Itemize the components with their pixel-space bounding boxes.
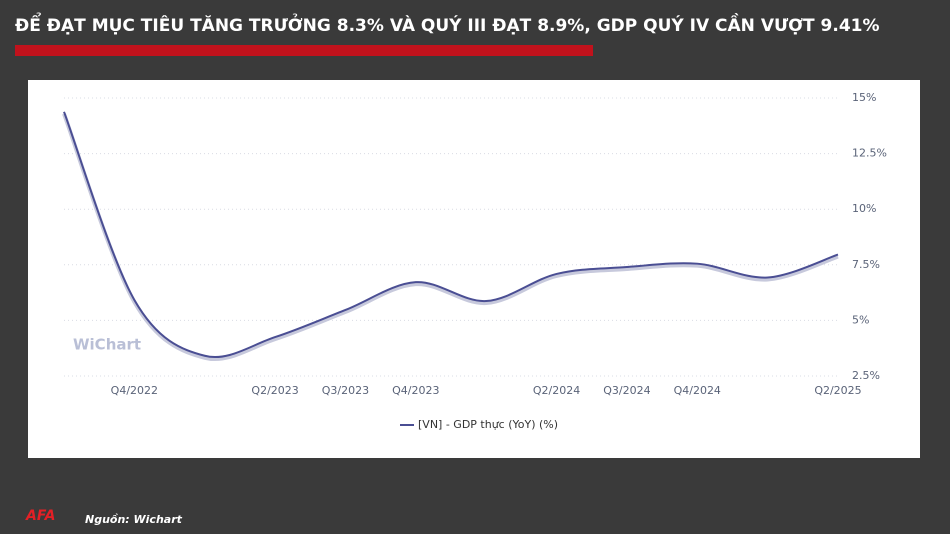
x-tick-label: Q4/2022 bbox=[111, 384, 158, 397]
legend-label: [VN] - GDP thực (YoY) (%) bbox=[418, 418, 558, 431]
x-tick-label: Q2/2023 bbox=[251, 384, 298, 397]
x-tick-label: Q2/2025 bbox=[814, 384, 861, 397]
title-bar bbox=[15, 45, 593, 56]
y-tick-label: 12.5% bbox=[852, 147, 887, 160]
x-tick-label: Q4/2023 bbox=[392, 384, 439, 397]
line-shadow bbox=[62, 113, 839, 362]
source: Nguồn: Wichart bbox=[85, 513, 183, 526]
y-tick-label: 5% bbox=[852, 313, 869, 326]
x-tick-label: Q3/2023 bbox=[322, 384, 369, 397]
x-tick-label: Q3/2024 bbox=[603, 384, 650, 397]
chart-title: ĐỂ ĐẠT MỤC TIÊU TĂNG TRƯỞNG 8.3% VÀ QUÝ … bbox=[15, 11, 880, 36]
line bbox=[63, 111, 839, 359]
panel bbox=[28, 80, 920, 458]
watermark: WiChart bbox=[73, 336, 141, 354]
y-tick-label: 2.5% bbox=[852, 369, 880, 382]
y-tick-label: 10% bbox=[852, 202, 876, 215]
x-tick-label: Q2/2024 bbox=[533, 384, 580, 397]
logo: AFA bbox=[25, 508, 55, 524]
y-tick-label: 7.5% bbox=[852, 258, 880, 271]
x-tick-label: Q4/2024 bbox=[674, 384, 721, 397]
y-tick-label: 15% bbox=[852, 91, 876, 104]
